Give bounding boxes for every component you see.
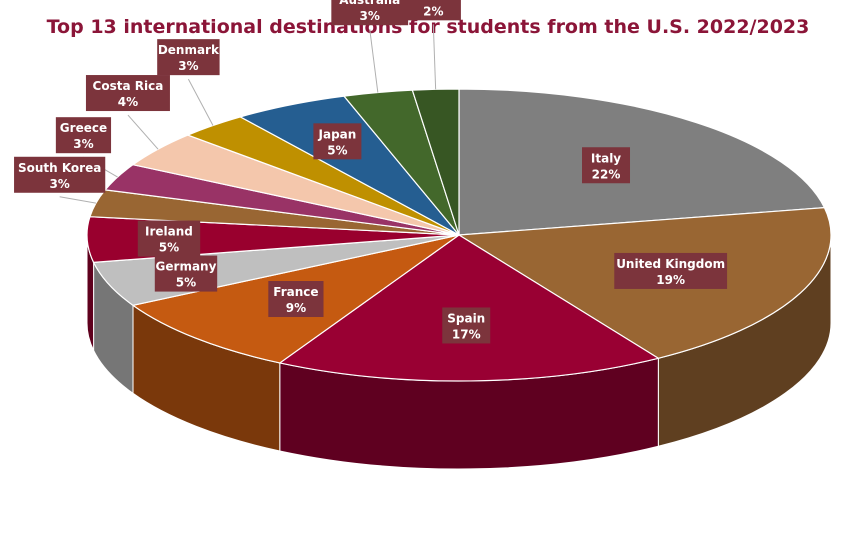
label-value-germany: 5% <box>176 276 196 290</box>
label-value-ireland: 5% <box>159 241 179 255</box>
leader-costa-rica <box>127 114 159 150</box>
label-name-costa-rica: Costa Rica <box>93 79 164 93</box>
label-name-mexico: Mexico <box>410 0 457 2</box>
label-box-denmark <box>157 39 220 76</box>
label-name-south-korea: South Korea <box>18 161 101 175</box>
label-name-united-kingdom: United Kingdom <box>616 257 725 271</box>
pie-slice-italy <box>458 88 826 236</box>
label-value-australia: 3% <box>360 9 380 23</box>
label-name-japan: Japan <box>318 127 357 141</box>
label-box-mexico <box>405 0 461 21</box>
label-value-denmark: 3% <box>178 59 198 73</box>
label-box-italy <box>582 147 631 184</box>
pie-slice-mexico <box>411 88 460 236</box>
label-value-costa-rica: 4% <box>118 95 138 109</box>
chart-title: Top 13 international destinations for st… <box>46 16 810 38</box>
leader-south-korea <box>59 196 97 204</box>
label-value-greece: 3% <box>73 137 93 151</box>
label-box-germany <box>154 255 218 292</box>
label-box-united-kingdom <box>614 252 728 289</box>
label-value-mexico: 2% <box>423 4 443 18</box>
label-name-france: France <box>273 285 318 299</box>
label-name-denmark: Denmark <box>158 43 220 57</box>
data-labels: Italy 22% United Kingdom 19% Spain 17% France 9… <box>14 0 728 344</box>
label-value-italy: 22% <box>592 167 621 181</box>
label-box-south-korea <box>14 156 106 193</box>
label-box-spain <box>442 307 491 344</box>
leader-australia <box>369 29 379 93</box>
leader-mexico <box>432 24 437 90</box>
label-name-spain: Spain <box>447 311 485 325</box>
label-box-costa-rica <box>85 75 170 112</box>
label-value-united-kingdom: 19% <box>656 273 685 287</box>
leader-denmark <box>187 78 214 126</box>
label-value-japan: 5% <box>327 143 347 157</box>
label-box-ireland <box>137 220 201 257</box>
label-name-italy: Italy <box>591 151 621 165</box>
label-name-australia: Australia <box>339 0 400 7</box>
label-box-japan <box>313 123 362 160</box>
label-box-australia <box>331 0 409 26</box>
label-value-spain: 17% <box>452 327 481 341</box>
label-value-france: 9% <box>286 301 306 315</box>
label-box-france <box>268 281 324 318</box>
label-name-greece: Greece <box>60 121 107 135</box>
label-name-germany: Germany <box>156 260 217 274</box>
label-box-greece <box>55 117 112 154</box>
label-value-south-korea: 3% <box>49 177 69 191</box>
label-name-ireland: Ireland <box>145 225 193 239</box>
